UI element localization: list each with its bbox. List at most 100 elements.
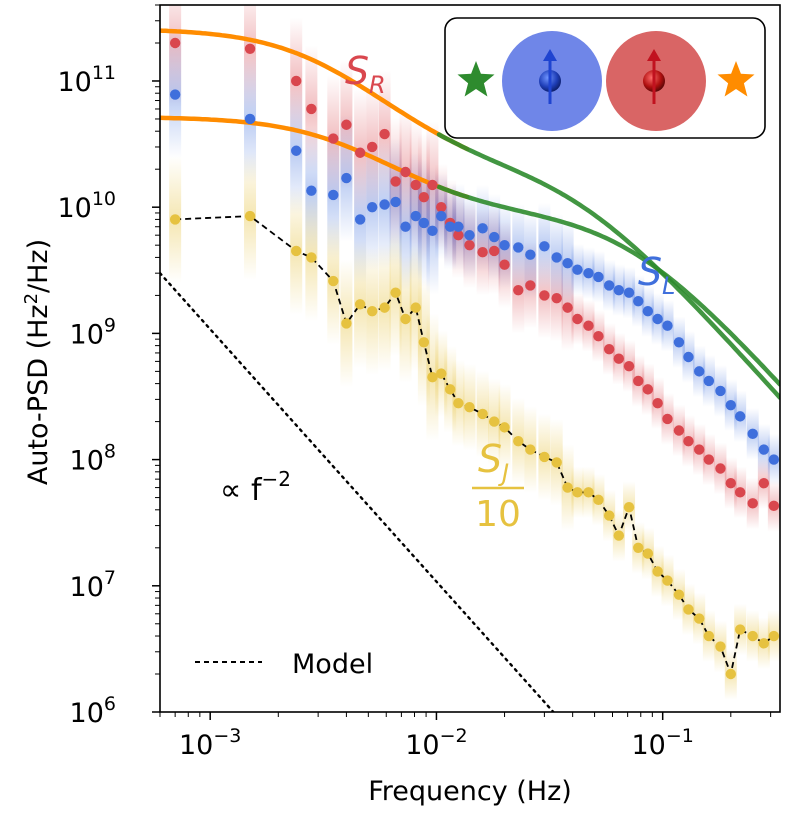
svg-text:L: L: [662, 272, 675, 300]
data-point-s-l: [513, 242, 524, 253]
data-point-s-l: [427, 225, 438, 236]
data-point-s-r: [464, 239, 475, 251]
data-point-s-r: [436, 201, 447, 213]
data-point-s-j-10: [715, 641, 726, 652]
data-point-s-r: [400, 166, 411, 178]
data-point-s-l: [768, 454, 780, 465]
data-point-s-j-10: [366, 305, 378, 317]
data-point-s-r: [244, 43, 256, 54]
data-point-s-j-10: [683, 604, 694, 615]
ref-line-label: ∝ f−2: [220, 467, 291, 508]
data-point-s-r: [747, 498, 758, 509]
y-axis-title: Auto-PSD (Hz2/Hz): [21, 239, 54, 485]
data-point-s-l: [572, 264, 583, 275]
fit-curve-s-l-low: [160, 115, 470, 200]
data-point-s-j-10: [477, 408, 488, 420]
data-point-s-r: [513, 284, 524, 296]
data-point-s-j-10: [725, 668, 736, 680]
reference-line: [160, 271, 555, 712]
model-line-s-j: [175, 215, 775, 678]
data-point-s-j-10: [306, 252, 317, 263]
x-tick-label: 10−1: [632, 725, 694, 761]
data-point-s-j-10: [562, 482, 573, 493]
data-point-s-l: [477, 223, 488, 234]
data-point-s-r: [539, 290, 550, 301]
fit-curve-s-r-high: [436, 132, 780, 400]
data-point-s-l: [703, 375, 715, 387]
svg-text:∝ f−2: ∝ f−2: [220, 467, 291, 508]
data-point-s-r: [291, 75, 302, 87]
data-point-s-r: [633, 375, 644, 387]
label-s-j: S J 10: [472, 437, 524, 535]
data-point-s-j-10: [539, 451, 550, 463]
svg-text:R: R: [369, 71, 386, 99]
data-point-s-l: [603, 280, 615, 291]
y-tick-label: 1011: [57, 62, 116, 98]
data-point-s-j-10: [453, 397, 464, 409]
data-point-s-r: [734, 487, 746, 498]
y-tick-label: 109: [70, 314, 116, 350]
data-point-s-j-10: [410, 302, 421, 313]
data-point-s-r: [341, 119, 352, 130]
data-point-s-l: [633, 295, 644, 307]
data-point-s-r: [453, 229, 464, 241]
inset-illustration: [444, 17, 766, 139]
data-point-s-r: [693, 444, 705, 455]
data-point-s-l: [444, 221, 456, 232]
data-point-s-l: [725, 399, 736, 411]
data-point-s-j-10: [673, 589, 685, 600]
legend-model-label: Model: [292, 649, 373, 680]
data-point-s-r: [662, 413, 673, 425]
data-point-s-l: [464, 229, 475, 241]
data-point-s-r: [379, 128, 390, 140]
data-point-s-j-10: [499, 422, 510, 433]
data-point-s-r: [725, 478, 736, 489]
data-point-s-j-10: [693, 613, 705, 624]
data-point-s-j-10: [768, 630, 780, 642]
fit-curve-s-r-low: [160, 28, 470, 152]
svg-text:S: S: [345, 49, 369, 93]
data-point-s-l: [436, 210, 447, 222]
data-point-s-l: [652, 313, 663, 325]
data-point-s-l: [593, 271, 604, 283]
green-star-icon: [457, 61, 495, 97]
data-point-s-j-10: [583, 487, 594, 498]
orange-star-icon: [717, 61, 755, 97]
data-point-s-l: [758, 444, 770, 455]
data-point-s-l: [291, 145, 302, 156]
data-point-s-r: [169, 37, 181, 49]
data-point-s-j-10: [603, 510, 615, 521]
data-point-s-j-10: [551, 457, 562, 468]
legend: Model: [195, 649, 373, 680]
data-point-s-r: [427, 179, 438, 191]
data-point-s-j-10: [488, 416, 500, 427]
data-point-s-l: [623, 287, 635, 298]
data-point-s-r: [623, 360, 635, 372]
data-point-s-l: [453, 221, 464, 232]
data-point-s-l: [683, 351, 694, 363]
data-point-s-r: [366, 141, 378, 153]
data-point-s-j-10: [652, 566, 663, 577]
data-point-s-r: [499, 259, 510, 270]
data-point-s-l: [488, 231, 500, 243]
y-tick-label: 106: [70, 693, 116, 729]
data-point-s-r: [593, 331, 604, 342]
y-tick-label: 108: [70, 441, 116, 477]
data-point-s-l: [715, 385, 726, 397]
data-point-s-r: [306, 103, 317, 115]
data-point-s-l: [734, 411, 746, 422]
data-point-s-r: [572, 313, 583, 325]
data-point-s-j-10: [623, 501, 635, 513]
data-point-s-r: [715, 463, 726, 474]
data-point-s-r: [673, 425, 685, 436]
label-s-l: S L: [638, 250, 675, 300]
svg-text:10: 10: [475, 494, 521, 535]
data-point-s-r: [328, 133, 339, 144]
data-point-s-r: [488, 245, 500, 257]
data-point-s-j-10: [593, 494, 604, 506]
data-point-s-l: [693, 366, 705, 377]
fit-curves-layer: [160, 28, 780, 400]
data-point-s-l: [341, 172, 352, 184]
data-point-s-r: [583, 320, 594, 331]
svg-text:J: J: [498, 459, 509, 487]
